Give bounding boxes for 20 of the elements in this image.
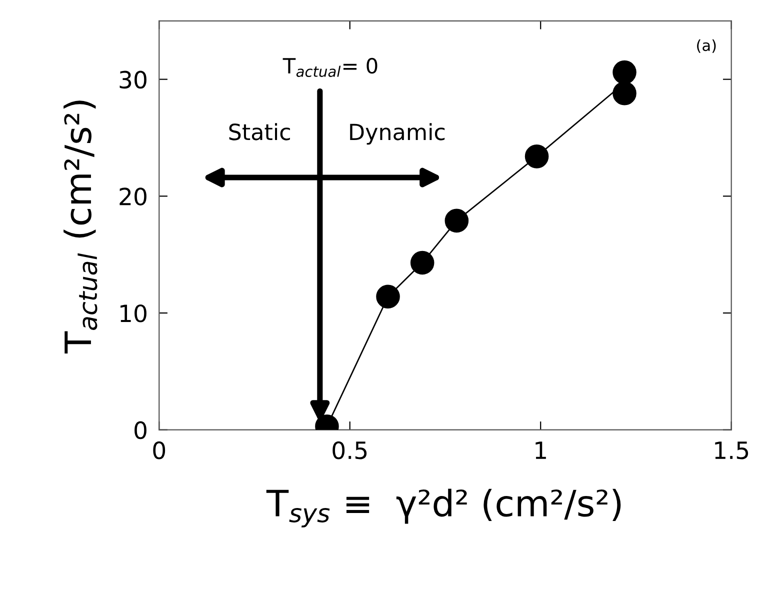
annotation: Dynamic	[350, 123, 445, 145]
point	[612, 81, 636, 106]
y-tick-label: 0	[134, 421, 146, 440]
annotation: Static	[229, 123, 290, 140]
x-tick-label: 0.5	[332, 441, 367, 460]
point	[376, 284, 400, 309]
x-axis-title: T$_{sys}$ ≡ γ²d² (cm²/s²)	[266, 488, 621, 528]
x-tick-label: 1.5	[715, 442, 748, 460]
point	[524, 144, 549, 168]
point	[444, 208, 469, 233]
annotation: (a)	[697, 39, 716, 53]
x-tick-label: 0	[153, 441, 166, 460]
x-tick-label: 1	[536, 442, 546, 459]
annotation: T$_{actual}$= 0	[282, 58, 378, 77]
y-axis-title: T$_{actual}$ (cm²/s²)	[64, 100, 98, 354]
y-tick-label: 20	[120, 188, 146, 206]
y-tick-label: 10	[120, 304, 146, 322]
point	[410, 250, 434, 275]
y-tick-label: 30	[120, 70, 146, 89]
point	[612, 60, 636, 84]
